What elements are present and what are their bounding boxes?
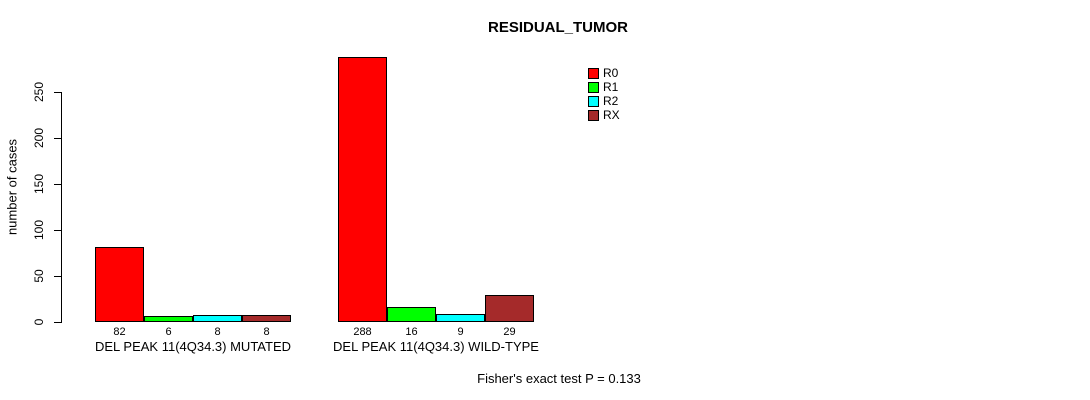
y-tick-mark — [54, 229, 61, 231]
legend-item-r1: R1 — [588, 80, 620, 94]
legend-item-rx: RX — [588, 108, 620, 122]
bar-rx-group2 — [485, 295, 534, 322]
legend-swatch-r2 — [588, 95, 599, 107]
legend-item-r2: R2 — [588, 94, 620, 108]
y-tick-label: 50 — [32, 269, 46, 283]
y-tick-label: 200 — [32, 127, 46, 149]
y-tick-label: 100 — [32, 219, 46, 241]
fisher-test-note: Fisher's exact test P = 0.133 — [477, 371, 641, 386]
bar-r1-group1 — [144, 316, 193, 322]
legend-item-r0: R0 — [588, 66, 620, 80]
y-tick-mark — [54, 321, 61, 323]
legend: R0 R1 R2 RX — [588, 66, 620, 122]
y-tick-mark — [54, 91, 61, 93]
x-category-label: DEL PEAK 11(4Q34.3) MUTATED — [94, 339, 292, 354]
legend-label: R2 — [603, 94, 619, 108]
bar-r0-group1 — [95, 246, 144, 322]
bar-value-label: 29 — [503, 326, 516, 338]
bar-r2-group1 — [193, 314, 242, 322]
y-tick-label: 250 — [32, 81, 46, 103]
x-category-label: DEL PEAK 11(4Q34.3) WILD-TYPE — [333, 339, 539, 354]
legend-label: R0 — [603, 66, 619, 80]
bar-value-label: 82 — [113, 326, 126, 338]
legend-swatch-r1 — [588, 81, 599, 93]
y-tick-label: 0 — [32, 318, 46, 326]
bar-r2-group2 — [436, 313, 485, 322]
bar-value-label: 6 — [165, 326, 172, 338]
y-tick-mark — [54, 183, 61, 185]
y-axis-line — [61, 92, 62, 323]
y-axis-label: number of cases — [4, 138, 20, 236]
y-tick-mark — [54, 137, 61, 139]
chart-title: RESIDUAL_TUMOR — [487, 19, 629, 36]
bar-value-label: 16 — [405, 326, 418, 338]
bar-value-label: 8 — [263, 326, 270, 338]
legend-label: R1 — [603, 80, 619, 94]
legend-label: RX — [603, 108, 620, 122]
bar-r0-group2 — [338, 57, 387, 322]
bar-value-label: 9 — [457, 326, 464, 338]
bar-value-label: 8 — [214, 326, 221, 338]
bar-rx-group1 — [242, 314, 291, 322]
legend-swatch-rx — [588, 109, 599, 121]
legend-swatch-r0 — [588, 67, 599, 79]
bar-r1-group2 — [387, 307, 436, 322]
bar-value-label: 288 — [353, 326, 372, 338]
y-tick-mark — [54, 275, 61, 277]
y-tick-label: 150 — [32, 173, 46, 195]
